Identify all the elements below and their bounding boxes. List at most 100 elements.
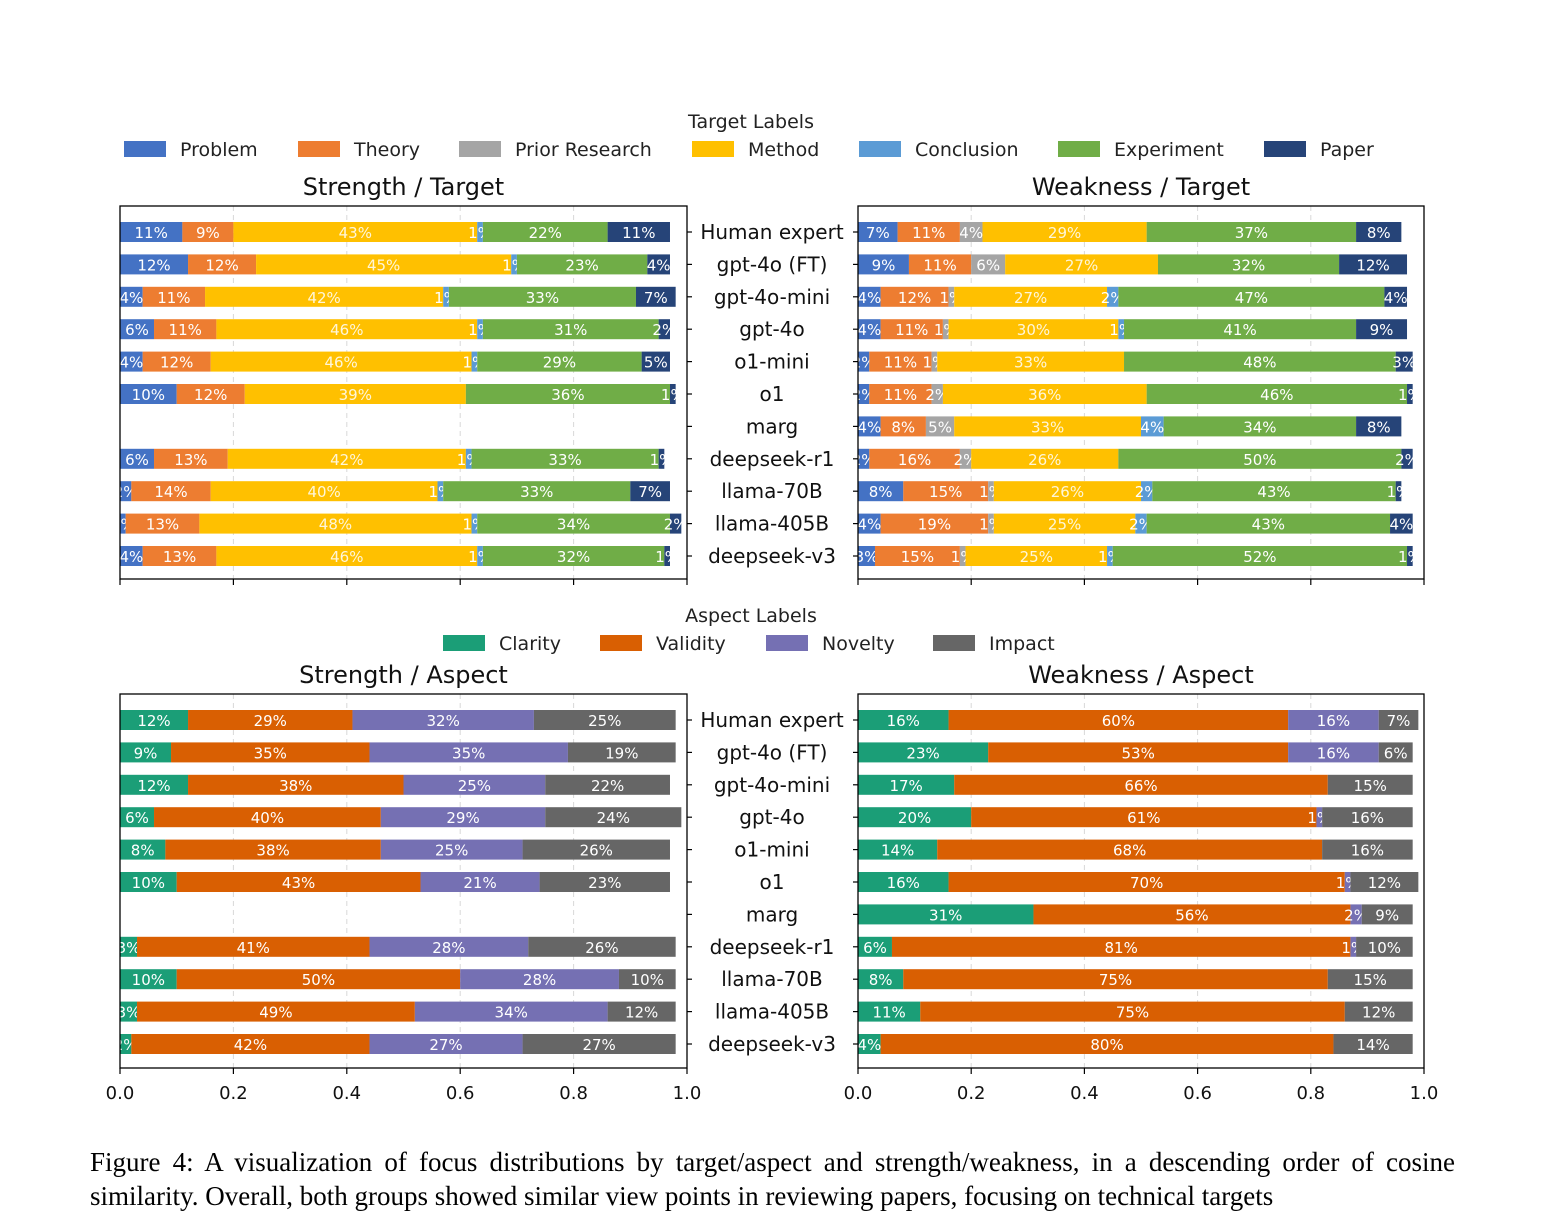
data-label: 4% (857, 1036, 881, 1054)
bar-segment-experiment (477, 513, 670, 534)
bar-segment-validity (880, 1034, 1334, 1054)
data-label: 12% (194, 386, 227, 404)
data-label: 1% (655, 548, 679, 566)
bar-segment-conclusion (471, 513, 478, 534)
bar-segment-problem (120, 319, 155, 340)
bar-segment-impact (533, 710, 676, 730)
data-label: 1% (661, 386, 685, 404)
x-tick-label: 0.8 (559, 1083, 588, 1104)
data-label: 27% (1065, 256, 1098, 274)
figure-caption: Figure 4: A visualization of focus distr… (90, 1147, 1455, 1211)
bar-segment-conclusion (443, 286, 449, 307)
data-label: 43% (339, 224, 372, 242)
bar-segment-experiment (1146, 513, 1391, 534)
legend-swatch-target-3 (692, 141, 734, 157)
x-tick-label: 1.0 (1410, 1083, 1439, 1104)
data-label: 6% (125, 321, 149, 339)
bar-segment-method (982, 222, 1147, 242)
bar-segment-impact (607, 1001, 676, 1022)
legend-label-aspect-2: Novelty (822, 633, 895, 655)
bar-segment-novelty (414, 1001, 608, 1022)
data-label: 16% (887, 712, 920, 730)
bar-segment-clarity (858, 710, 949, 730)
bar-segment-problem (858, 448, 870, 469)
data-label: 14% (154, 483, 187, 501)
data-label: 12% (898, 289, 931, 307)
bar-segment-impact (1378, 710, 1419, 730)
data-label: 4% (959, 224, 983, 242)
bar-segment-impact (1327, 969, 1413, 990)
bar-segment-paper (1356, 222, 1402, 242)
data-label: 16% (898, 451, 931, 469)
data-label: 4% (1140, 418, 1164, 436)
bar-segment-method (205, 286, 444, 307)
legend-label-aspect-1: Validity (656, 633, 726, 655)
bar-segment-conclusion (465, 448, 472, 469)
bar-segment-clarity (120, 742, 172, 763)
bar-segment-paper (1356, 416, 1402, 437)
bar-segment-impact (528, 936, 676, 957)
data-label: 14% (1356, 1036, 1389, 1054)
bar-segment-clarity (858, 1001, 921, 1022)
bar-segment-validity (176, 872, 421, 892)
bar-segment-theory (869, 448, 960, 469)
data-label: 1% (1398, 386, 1422, 404)
data-label: 29% (543, 354, 576, 372)
bar-segment-validity (937, 839, 1323, 860)
category-label: marg (746, 902, 798, 926)
x-tick-label: 0.2 (957, 1083, 986, 1104)
data-label: 11% (884, 386, 917, 404)
legend-title-target: Target Labels (687, 111, 814, 133)
category-label: deepseek-r1 (710, 447, 835, 471)
data-label: 29% (1048, 224, 1081, 242)
data-label: 31% (929, 906, 962, 924)
bar-segment-validity (188, 774, 404, 795)
legend-swatch-aspect-3 (933, 635, 975, 651)
bar-segment-clarity (120, 1001, 138, 1022)
category-label: gpt-4o-mini (714, 773, 830, 797)
bar-segment-problem (120, 286, 143, 307)
data-label: 3% (1392, 354, 1416, 372)
data-label: 6% (1384, 744, 1408, 762)
bar-segment-method (954, 286, 1108, 307)
data-label: 26% (580, 842, 613, 860)
bar-segment-theory (874, 546, 960, 566)
data-label: 14% (881, 842, 914, 860)
bar-segment-problem (120, 513, 126, 534)
data-label: 12% (1356, 256, 1389, 274)
data-label: 10% (1368, 939, 1401, 957)
bar-segment-conclusion (477, 546, 483, 566)
bar-segment-theory (897, 222, 960, 242)
data-label: 32% (1232, 256, 1265, 274)
bar-segment-theory (154, 319, 217, 340)
bar-segment-method (216, 319, 478, 340)
data-label: 23% (565, 256, 598, 274)
bar-segment-novelty (1344, 872, 1351, 892)
data-label: 6% (863, 939, 887, 957)
category-label: Human expert (700, 708, 843, 732)
data-label: 47% (1235, 289, 1268, 307)
bar-segment-paper (1395, 351, 1413, 372)
data-label: 6% (125, 809, 149, 827)
data-label: 61% (1127, 809, 1160, 827)
bar-segment-novelty (420, 872, 540, 892)
data-label: 36% (551, 386, 584, 404)
bar-segment-theory (188, 254, 257, 275)
bar-segment-problem (858, 351, 870, 372)
data-label: 48% (1243, 354, 1276, 372)
bar-segment-experiment (1118, 286, 1385, 307)
data-label: 4% (857, 289, 881, 307)
bar-segment-problem (858, 546, 875, 566)
bar-segment-clarity (858, 1034, 881, 1054)
data-label: 11% (169, 321, 202, 339)
x-tick-label: 0.8 (1296, 1083, 1325, 1104)
data-label: 7% (638, 483, 662, 501)
bar-segment-experiment (482, 546, 665, 566)
bar-segment-paper (1395, 481, 1402, 502)
data-label: 46% (330, 548, 363, 566)
bar-segment-problem (858, 416, 881, 437)
data-label: 12% (1362, 1004, 1395, 1022)
data-label: 16% (1317, 712, 1350, 730)
data-label: 40% (307, 483, 340, 501)
data-label: 21% (463, 874, 496, 892)
